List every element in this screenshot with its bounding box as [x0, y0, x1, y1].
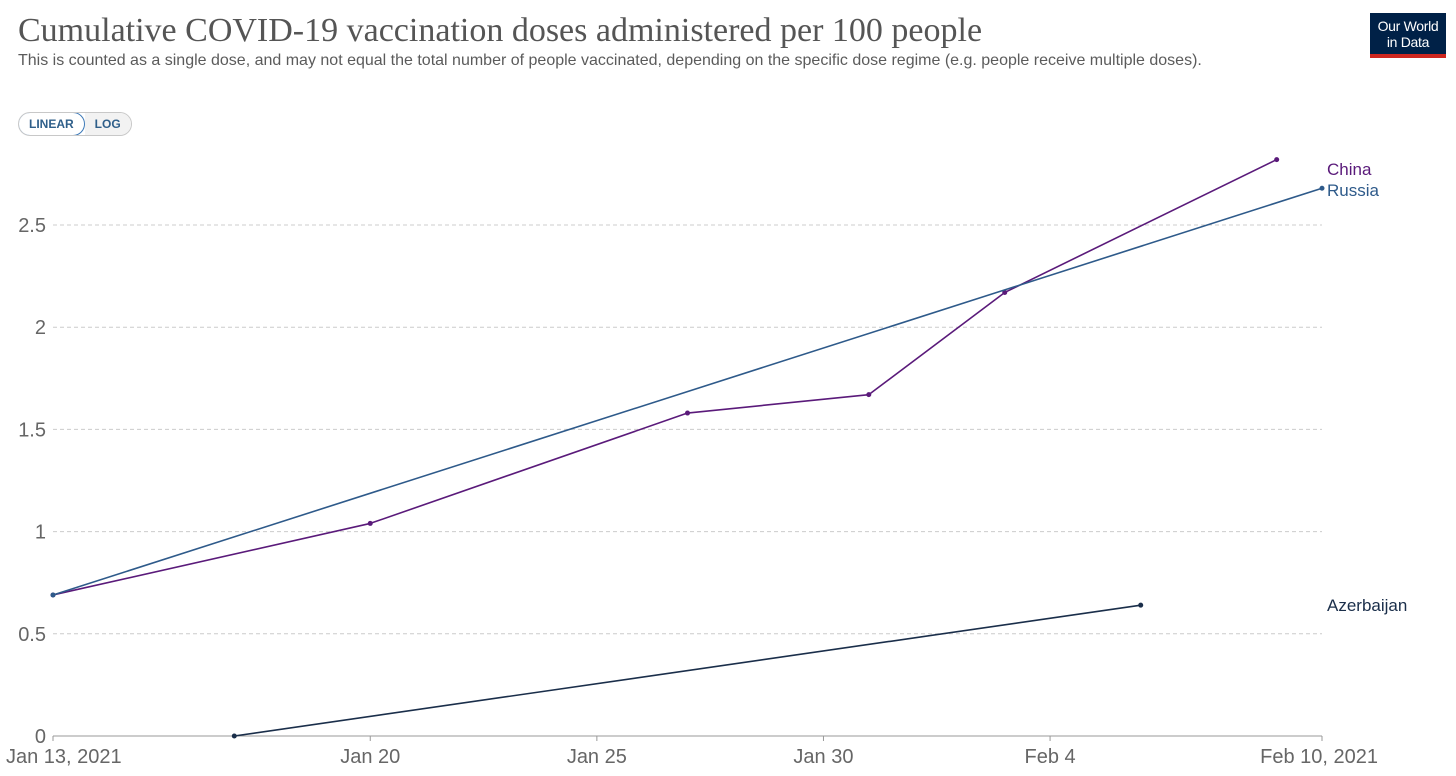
series-label-russia: Russia	[1327, 181, 1380, 200]
log-scale-button[interactable]: LOG	[84, 113, 131, 135]
y-tick-label: 0.5	[18, 624, 46, 646]
y-tick-label: 1.5	[18, 419, 46, 441]
y-tick-label: 2	[35, 317, 46, 339]
chart-title: Cumulative COVID-19 vaccination doses ad…	[18, 12, 983, 49]
axis-layer: 0 0.5 1 1.5 2 2.5 Jan 13, 2021 Jan 20 Jan 25 Jan …	[6, 215, 1378, 768]
data-point-azerbaijan	[1138, 602, 1144, 608]
data-point-russia	[50, 592, 56, 598]
series-line-russia	[52, 187, 1323, 596]
logo-line-1: Our World	[1377, 18, 1439, 34]
data-point-azerbaijan	[231, 733, 237, 739]
data-point-china	[1274, 157, 1280, 163]
series-label-azerbaijan: Azerbaijan	[1327, 596, 1407, 615]
x-tick-label: Feb 10, 2021	[1260, 746, 1378, 768]
data-point-china	[866, 392, 872, 398]
data-point-china	[1002, 289, 1008, 295]
scale-toggle: LINEAR LOG	[18, 112, 132, 136]
owid-logo[interactable]: Our World in Data	[1370, 13, 1446, 58]
chart-subtitle: This is counted as a single dose, and ma…	[18, 52, 1202, 69]
x-tick-label: Jan 13, 2021	[6, 746, 122, 768]
series-layer	[50, 157, 1325, 739]
x-tick-label: Jan 25	[567, 746, 627, 768]
series-label-china: China	[1327, 160, 1372, 179]
logo-line-2: in Data	[1386, 34, 1430, 50]
y-tick-label: 0	[35, 726, 46, 748]
data-point-russia	[1319, 185, 1325, 191]
x-tick-label: Jan 20	[340, 746, 400, 768]
grid-layer	[53, 224, 1322, 635]
label-layer: China Russia Azerbaijan	[1327, 160, 1407, 615]
linear-scale-button[interactable]: LINEAR	[18, 113, 85, 135]
series-line-china	[52, 158, 1278, 596]
y-tick-label: 2.5	[18, 215, 46, 237]
x-tick-label: Jan 30	[793, 746, 853, 768]
y-tick-label: 1	[35, 522, 46, 544]
x-tick-label: Feb 4	[1024, 746, 1075, 768]
series-line-azerbaijan	[234, 604, 1141, 737]
data-point-china	[367, 520, 373, 526]
data-point-china	[685, 410, 690, 416]
